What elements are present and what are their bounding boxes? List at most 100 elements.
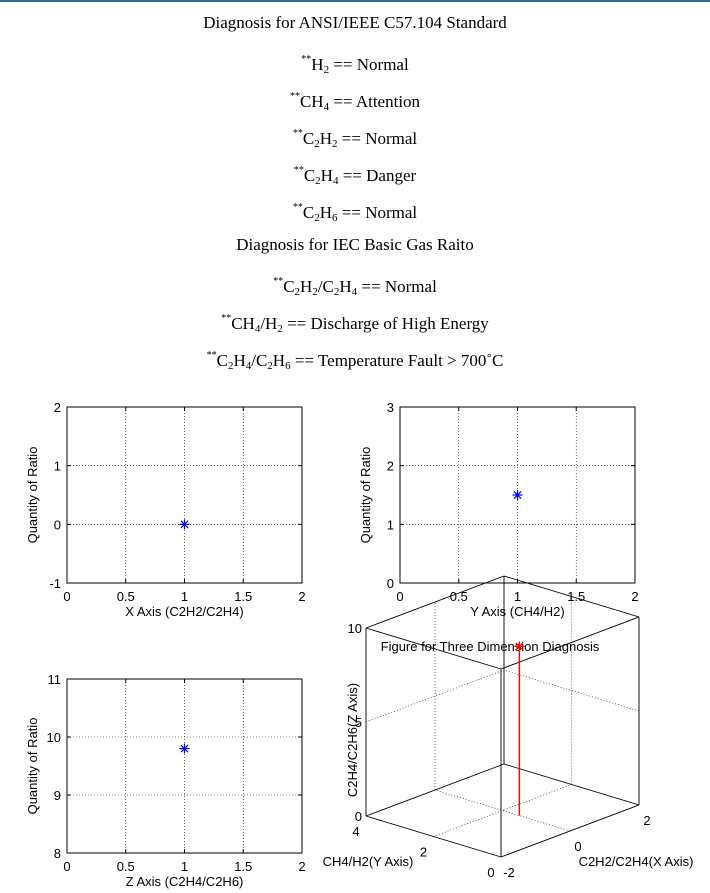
x-tick-label: 0 [63, 859, 70, 874]
formula-subscript: 2 [323, 64, 330, 76]
z-tick-label: 5 [355, 715, 362, 730]
x-tick-label: 1.5 [567, 589, 585, 604]
y-tick-label: 2 [420, 845, 427, 860]
equals-operator: == [337, 129, 366, 148]
x-axis-label: Y Axis (CH4/H2) [470, 604, 564, 619]
formula-subscript: 4 [245, 360, 252, 372]
gas-formula: C2H2/C2H4 [283, 277, 358, 298]
ansi-item-line: **C2H6 == Normal [0, 189, 710, 226]
x-tick-label: 0.5 [117, 859, 135, 874]
data-point-marker [179, 743, 190, 754]
iec-diagnosis-list: **C2H2/C2H4 == Normal **CH4/H2 == Dischar… [0, 263, 710, 374]
diagnosis-result: Normal [365, 129, 418, 148]
iec-item-line: **CH4/H2 == Discharge of High Energy [0, 300, 710, 337]
axes-frame [66, 678, 303, 854]
x-axis-label: C2H2/C2H4(X Axis) [579, 854, 694, 869]
iec-title: Diagnosis for IEC Basic Gas Raito [236, 235, 474, 254]
x-tick-label: 2 [298, 589, 305, 604]
formula-subscript: 2 [267, 360, 273, 372]
prefix-marker: ** [221, 313, 232, 324]
box-edge [365, 627, 502, 670]
formula-subscript: 2 [332, 138, 338, 150]
x-tick-label: 1 [181, 859, 188, 874]
formula-subscript: 4 [323, 101, 330, 113]
ansi-diagnosis-list: **H2 == Normal **CH4 == Attention **C2H2 =… [0, 41, 710, 226]
prefix-marker: ** [206, 350, 217, 361]
y-tick-label: 1 [387, 517, 394, 532]
x-tick-label: 2 [631, 589, 638, 604]
x-axis-label: X Axis (C2H2/C2H4) [125, 604, 243, 619]
x-tick-label: -2 [503, 865, 515, 880]
x-tick-label: 2 [643, 813, 650, 828]
axes-frame [66, 406, 303, 584]
equals-operator: == [282, 314, 311, 333]
gas-formula: C2H4 [303, 166, 339, 187]
gas-formula: C2H2 [302, 129, 338, 150]
y-axis-label: Quantity of Ratio [25, 718, 40, 815]
formula-subscript: 2 [294, 286, 301, 298]
y-tick-label: -1 [49, 576, 61, 591]
formula-subscript: 2 [315, 175, 321, 187]
formula-subscript: 4 [351, 286, 358, 298]
ansi-item-line: **C2H4 == Danger [0, 152, 710, 189]
y-tick-label: 1 [54, 459, 61, 474]
formula-subscript: 2 [277, 323, 283, 335]
x-tick-label: 1.5 [234, 859, 252, 874]
gas-formula: C2H4/C2H6 [216, 351, 291, 372]
ansi-item-line: **H2 == Normal [0, 41, 710, 78]
diagnosis-result: Normal [365, 203, 418, 222]
x-tick-label: 1.5 [234, 589, 252, 604]
gas-formula: CH4/H2 [231, 314, 283, 335]
prefix-marker: ** [293, 165, 304, 176]
diagnosis-result: Discharge of High Energy [310, 314, 489, 333]
y-tick-label: 0 [54, 517, 61, 532]
top-border [0, 0, 710, 2]
y-axis-label: CH4/H2(Y Axis) [323, 854, 414, 869]
x-tick-label: 0 [63, 589, 70, 604]
ansi-item-line: **CH4 == Attention [0, 78, 710, 115]
y-tick-label: 8 [54, 846, 61, 861]
axes-frame [399, 406, 636, 584]
box-edge [500, 804, 640, 858]
formula-subscript: 2 [333, 286, 340, 298]
iec-item-line: **C2H4/C2H6 == Temperature Fault > 700˚C [0, 337, 710, 374]
x-axis-label: Z Axis (C2H4/C2H6) [126, 874, 244, 889]
y-axis-label: Quantity of Ratio [25, 447, 40, 544]
y-tick-label: 9 [54, 788, 61, 803]
prefix-marker: ** [292, 202, 303, 213]
box-edge [503, 575, 640, 618]
side-wall-gridline [503, 669, 640, 712]
ansi-item-line: **C2H2 == Normal [0, 115, 710, 152]
y-tick-label: 4 [352, 824, 359, 839]
diagnosis-result: Danger [366, 166, 417, 185]
x-tick-label: 2 [298, 859, 305, 874]
z-axis-label: C2H4/C2H6(Z Axis) [345, 683, 360, 797]
z-tick-label: 10 [348, 621, 362, 636]
y-tick-label: 0 [487, 865, 494, 880]
x-tick-label: 0 [396, 589, 403, 604]
equals-operator: == [329, 92, 356, 111]
diagnosis-text-block: Diagnosis for ANSI/IEEE C57.104 Standard… [0, 4, 710, 374]
x-tick-label: 1 [181, 589, 188, 604]
y-tick-label: 10 [47, 730, 61, 745]
iec-item-line: **C2H2/C2H4 == Normal [0, 263, 710, 300]
x-tick-label: 0 [574, 839, 581, 854]
prefix-marker: ** [301, 54, 312, 65]
y-tick-label: 0 [387, 576, 394, 591]
prefix-marker: ** [273, 276, 284, 287]
box-edge [500, 616, 640, 670]
y-axis-label: Quantity of Ratio [358, 447, 373, 544]
y-tick-label: 2 [387, 459, 394, 474]
chart-3d-title: Figure for Three Dimension Diagnosis [381, 639, 600, 654]
formula-subscript: 4 [332, 175, 339, 187]
gas-formula: H2 [311, 55, 330, 76]
data-point-marker [179, 519, 190, 530]
formula-subscript: 2 [314, 212, 320, 224]
x-tick-label: 0.5 [117, 589, 135, 604]
equals-operator: == [357, 277, 385, 296]
prefix-marker: ** [289, 91, 300, 102]
y-tick-label: 2 [54, 400, 61, 415]
x-tick-label: 0.5 [450, 589, 468, 604]
box-edge [365, 763, 505, 817]
formula-subscript: 6 [332, 212, 338, 224]
